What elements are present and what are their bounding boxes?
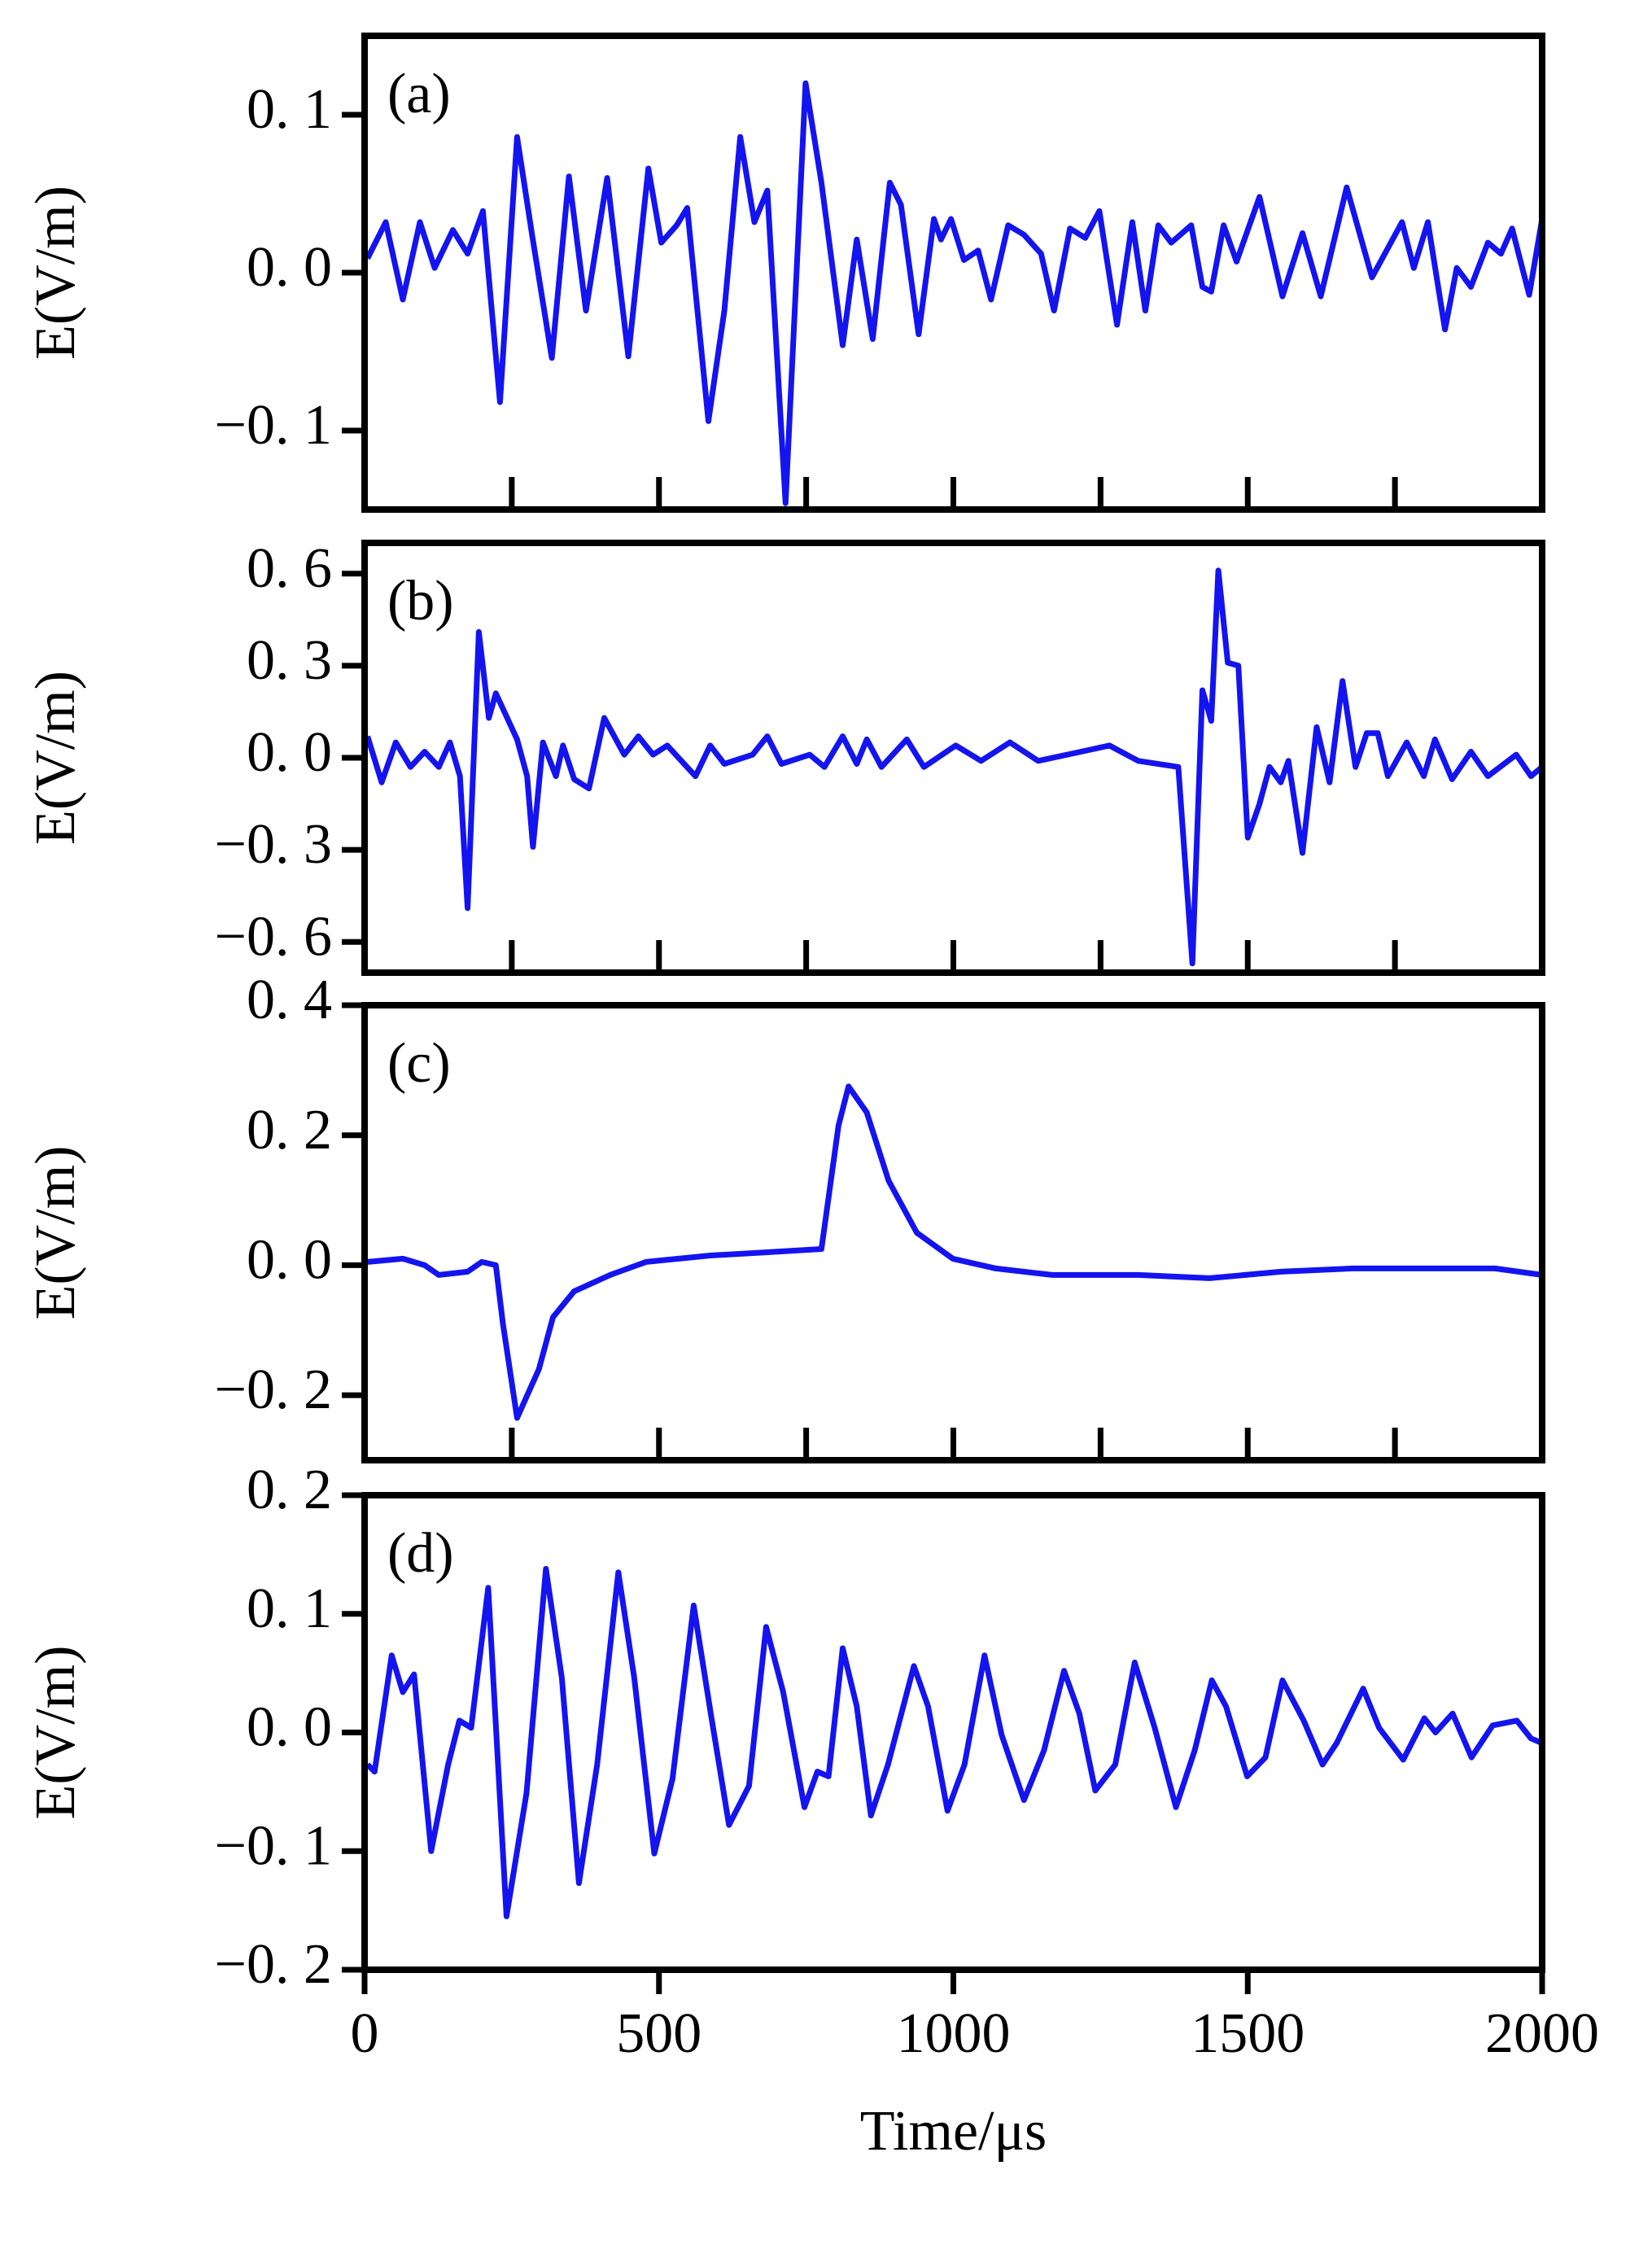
y-tick-label: 0. 6 bbox=[247, 537, 332, 600]
y-tick-label: −0. 1 bbox=[215, 1814, 332, 1877]
y-tick-label: 0. 0 bbox=[247, 1696, 332, 1759]
x-tick-label: 500 bbox=[616, 2002, 701, 2065]
plot-frame bbox=[361, 1492, 1545, 1973]
x-tick-label: 1000 bbox=[897, 2002, 1011, 2065]
y-tick-label: −0. 6 bbox=[215, 905, 332, 968]
y-tick-label: 0. 2 bbox=[247, 1099, 332, 1161]
y-tick-label: 0. 2 bbox=[247, 1459, 332, 1521]
panel-label: (b) bbox=[387, 570, 454, 632]
data-line bbox=[365, 1565, 1544, 1919]
y-tick-label: 0. 3 bbox=[247, 629, 332, 692]
panel-label: (c) bbox=[387, 1032, 451, 1095]
y-axis-label: E(V/m) bbox=[24, 1646, 87, 1820]
x-tick-label: 0 bbox=[351, 2002, 379, 2065]
data-line bbox=[365, 567, 1545, 967]
y-tick-label: 0. 1 bbox=[247, 1577, 332, 1640]
panel-label: (d) bbox=[387, 1522, 454, 1585]
data-line bbox=[367, 1083, 1543, 1421]
x-tick-label: 1500 bbox=[1191, 2002, 1305, 2065]
panel-label: (a) bbox=[387, 63, 451, 125]
data-line bbox=[365, 80, 1545, 506]
y-tick-label: −0. 3 bbox=[215, 813, 332, 876]
plot-frame bbox=[361, 33, 1545, 513]
plot-frame bbox=[361, 1002, 1545, 1463]
x-axis-label: Time/μs bbox=[860, 2100, 1047, 2163]
y-tick-label: −0. 2 bbox=[215, 1933, 332, 1996]
x-tick-label: 2000 bbox=[1485, 2002, 1599, 2065]
y-tick-label: 0. 0 bbox=[247, 721, 332, 784]
y-axis-label: E(V/m) bbox=[24, 1146, 87, 1320]
y-tick-label: 0. 0 bbox=[247, 236, 332, 299]
y-axis-label: E(V/m) bbox=[24, 186, 87, 360]
y-tick-label: −0. 1 bbox=[215, 394, 332, 457]
y-tick-label: 0. 4 bbox=[247, 969, 332, 1031]
y-tick-label: 0. 1 bbox=[247, 78, 332, 141]
y-axis-label: E(V/m) bbox=[24, 671, 87, 845]
y-tick-label: −0. 2 bbox=[215, 1358, 332, 1421]
y-tick-label: 0. 0 bbox=[247, 1228, 332, 1291]
